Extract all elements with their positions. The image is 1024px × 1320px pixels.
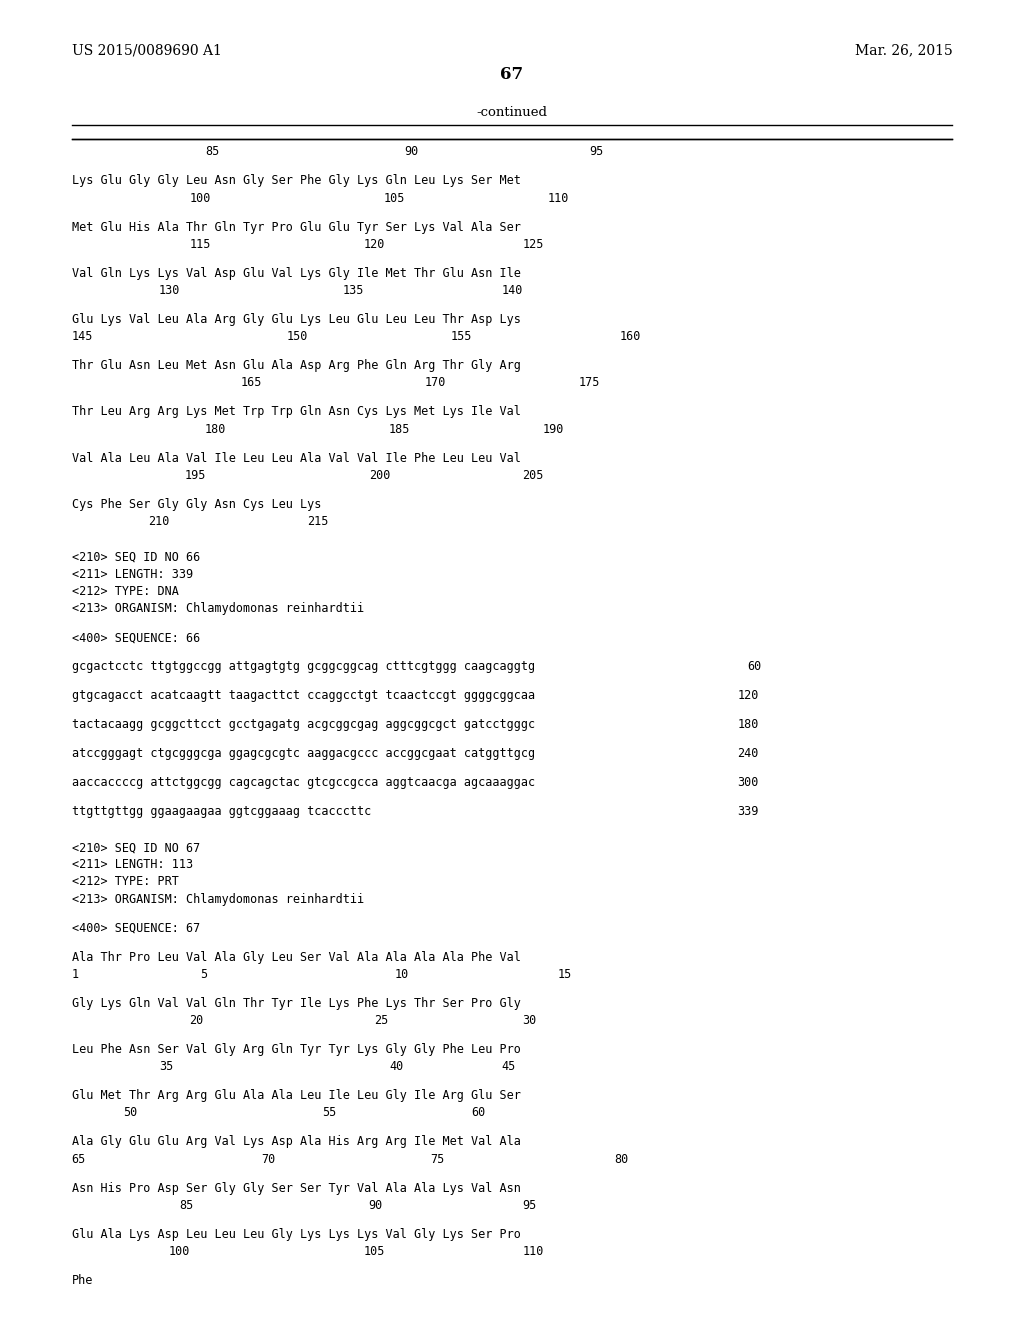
Text: Thr Glu Asn Leu Met Asn Glu Ala Asp Arg Phe Gln Arg Thr Gly Arg: Thr Glu Asn Leu Met Asn Glu Ala Asp Arg … <box>72 359 520 372</box>
Text: 300: 300 <box>737 776 759 789</box>
Text: 125: 125 <box>522 238 544 251</box>
Text: <213> ORGANISM: Chlamydomonas reinhardtii: <213> ORGANISM: Chlamydomonas reinhardti… <box>72 602 364 615</box>
Text: Gly Lys Gln Val Val Gln Thr Tyr Ile Lys Phe Lys Thr Ser Pro Gly: Gly Lys Gln Val Val Gln Thr Tyr Ile Lys … <box>72 997 520 1010</box>
Text: 60: 60 <box>471 1106 485 1119</box>
Text: 215: 215 <box>307 515 329 528</box>
Text: Ala Gly Glu Glu Arg Val Lys Asp Ala His Arg Arg Ile Met Val Ala: Ala Gly Glu Glu Arg Val Lys Asp Ala His … <box>72 1135 520 1148</box>
Text: 110: 110 <box>522 1245 544 1258</box>
Text: 60: 60 <box>748 660 762 673</box>
Text: 90: 90 <box>369 1199 383 1212</box>
Text: 180: 180 <box>205 422 226 436</box>
Text: Val Ala Leu Ala Val Ile Leu Leu Ala Val Val Ile Phe Leu Leu Val: Val Ala Leu Ala Val Ile Leu Leu Ala Val … <box>72 451 520 465</box>
Text: 200: 200 <box>369 469 390 482</box>
Text: Lys Glu Gly Gly Leu Asn Gly Ser Phe Gly Lys Gln Leu Lys Ser Met: Lys Glu Gly Gly Leu Asn Gly Ser Phe Gly … <box>72 174 520 187</box>
Text: 1: 1 <box>72 968 79 981</box>
Text: Ala Thr Pro Leu Val Ala Gly Leu Ser Val Ala Ala Ala Ala Phe Val: Ala Thr Pro Leu Val Ala Gly Leu Ser Val … <box>72 950 520 964</box>
Text: <213> ORGANISM: Chlamydomonas reinhardtii: <213> ORGANISM: Chlamydomonas reinhardti… <box>72 892 364 906</box>
Text: 339: 339 <box>737 805 759 818</box>
Text: 115: 115 <box>189 238 211 251</box>
Text: 25: 25 <box>374 1014 388 1027</box>
Text: Glu Ala Lys Asp Leu Leu Leu Gly Lys Lys Lys Val Gly Lys Ser Pro: Glu Ala Lys Asp Leu Leu Leu Gly Lys Lys … <box>72 1228 520 1241</box>
Text: Glu Met Thr Arg Arg Glu Ala Ala Leu Ile Leu Gly Ile Arg Glu Ser: Glu Met Thr Arg Arg Glu Ala Ala Leu Ile … <box>72 1089 520 1102</box>
Text: 67: 67 <box>501 66 523 83</box>
Text: 110: 110 <box>548 191 569 205</box>
Text: gcgactcctc ttgtggccgg attgagtgtg gcggcggcag ctttcgtggg caagcaggtg: gcgactcctc ttgtggccgg attgagtgtg gcggcgg… <box>72 660 535 673</box>
Text: 5: 5 <box>200 968 207 981</box>
Text: 195: 195 <box>184 469 206 482</box>
Text: Asn His Pro Asp Ser Gly Gly Ser Ser Tyr Val Ala Ala Lys Val Asn: Asn His Pro Asp Ser Gly Gly Ser Ser Tyr … <box>72 1181 520 1195</box>
Text: 150: 150 <box>287 330 308 343</box>
Text: 20: 20 <box>189 1014 204 1027</box>
Text: <400> SEQUENCE: 66: <400> SEQUENCE: 66 <box>72 631 200 644</box>
Text: Val Gln Lys Lys Val Asp Glu Val Lys Gly Ile Met Thr Glu Asn Ile: Val Gln Lys Lys Val Asp Glu Val Lys Gly … <box>72 267 520 280</box>
Text: 40: 40 <box>389 1060 403 1073</box>
Text: Met Glu His Ala Thr Gln Tyr Pro Glu Glu Tyr Ser Lys Val Ala Ser: Met Glu His Ala Thr Gln Tyr Pro Glu Glu … <box>72 220 520 234</box>
Text: Thr Leu Arg Arg Lys Met Trp Trp Gln Asn Cys Lys Met Lys Ile Val: Thr Leu Arg Arg Lys Met Trp Trp Gln Asn … <box>72 405 520 418</box>
Text: Cys Phe Ser Gly Gly Asn Cys Leu Lys: Cys Phe Ser Gly Gly Asn Cys Leu Lys <box>72 498 322 511</box>
Text: 15: 15 <box>558 968 572 981</box>
Text: Phe: Phe <box>72 1274 93 1287</box>
Text: 205: 205 <box>522 469 544 482</box>
Text: 65: 65 <box>72 1152 86 1166</box>
Text: 160: 160 <box>620 330 641 343</box>
Text: 155: 155 <box>451 330 472 343</box>
Text: 105: 105 <box>364 1245 385 1258</box>
Text: Leu Phe Asn Ser Val Gly Arg Gln Tyr Tyr Lys Gly Gly Phe Leu Pro: Leu Phe Asn Ser Val Gly Arg Gln Tyr Tyr … <box>72 1043 520 1056</box>
Text: 55: 55 <box>323 1106 337 1119</box>
Text: 85: 85 <box>179 1199 194 1212</box>
Text: 85: 85 <box>205 145 219 158</box>
Text: US 2015/0089690 A1: US 2015/0089690 A1 <box>72 44 221 58</box>
Text: 50: 50 <box>123 1106 137 1119</box>
Text: <211> LENGTH: 113: <211> LENGTH: 113 <box>72 858 193 871</box>
Text: ttgttgttgg ggaagaagaa ggtcggaaag tcacccttc: ttgttgttgg ggaagaagaa ggtcggaaag tcaccct… <box>72 805 371 818</box>
Text: 170: 170 <box>425 376 446 389</box>
Text: 175: 175 <box>579 376 600 389</box>
Text: 95: 95 <box>589 145 603 158</box>
Text: gtgcagacct acatcaagtt taagacttct ccaggcctgt tcaactccgt ggggcggcaa: gtgcagacct acatcaagtt taagacttct ccaggcc… <box>72 689 535 702</box>
Text: <400> SEQUENCE: 67: <400> SEQUENCE: 67 <box>72 921 200 935</box>
Text: 100: 100 <box>169 1245 190 1258</box>
Text: aaccaccccg attctggcgg cagcagctac gtcgccgcca aggtcaacga agcaaaggac: aaccaccccg attctggcgg cagcagctac gtcgccg… <box>72 776 535 789</box>
Text: 10: 10 <box>394 968 409 981</box>
Text: 140: 140 <box>502 284 523 297</box>
Text: 130: 130 <box>159 284 180 297</box>
Text: 185: 185 <box>389 422 411 436</box>
Text: 180: 180 <box>737 718 759 731</box>
Text: 30: 30 <box>522 1014 537 1027</box>
Text: 80: 80 <box>614 1152 629 1166</box>
Text: Mar. 26, 2015: Mar. 26, 2015 <box>855 44 952 58</box>
Text: Glu Lys Val Leu Ala Arg Gly Glu Lys Leu Glu Leu Leu Thr Asp Lys: Glu Lys Val Leu Ala Arg Gly Glu Lys Leu … <box>72 313 520 326</box>
Text: 35: 35 <box>159 1060 173 1073</box>
Text: 120: 120 <box>737 689 759 702</box>
Text: 105: 105 <box>384 191 406 205</box>
Text: <212> TYPE: DNA: <212> TYPE: DNA <box>72 585 178 598</box>
Text: <211> LENGTH: 339: <211> LENGTH: 339 <box>72 568 193 581</box>
Text: -continued: -continued <box>476 106 548 119</box>
Text: 210: 210 <box>148 515 170 528</box>
Text: 95: 95 <box>522 1199 537 1212</box>
Text: 90: 90 <box>404 145 419 158</box>
Text: 165: 165 <box>241 376 262 389</box>
Text: 100: 100 <box>189 191 211 205</box>
Text: 190: 190 <box>543 422 564 436</box>
Text: 75: 75 <box>430 1152 444 1166</box>
Text: 45: 45 <box>502 1060 516 1073</box>
Text: 145: 145 <box>72 330 93 343</box>
Text: atccgggagt ctgcgggcga ggagcgcgtc aaggacgccc accggcgaat catggttgcg: atccgggagt ctgcgggcga ggagcgcgtc aaggacg… <box>72 747 535 760</box>
Text: <210> SEQ ID NO 67: <210> SEQ ID NO 67 <box>72 841 200 854</box>
Text: 240: 240 <box>737 747 759 760</box>
Text: <212> TYPE: PRT: <212> TYPE: PRT <box>72 875 178 888</box>
Text: <210> SEQ ID NO 66: <210> SEQ ID NO 66 <box>72 550 200 564</box>
Text: 70: 70 <box>261 1152 275 1166</box>
Text: tactacaagg gcggcttcct gcctgagatg acgcggcgag aggcggcgct gatcctgggc: tactacaagg gcggcttcct gcctgagatg acgcggc… <box>72 718 535 731</box>
Text: 120: 120 <box>364 238 385 251</box>
Text: 135: 135 <box>343 284 365 297</box>
